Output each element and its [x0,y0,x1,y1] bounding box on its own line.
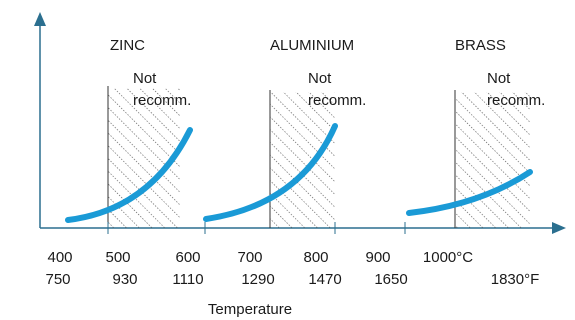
fahrenheit-tick-label: 930 [112,271,137,288]
celsius-tick-label: 900 [365,249,390,266]
note: recomm. [308,92,366,109]
celsius-tick-label: 800 [303,249,328,266]
axis-title: Temperature [208,301,292,318]
fahrenheit-tick-label: 750 [45,271,70,288]
note: recomm. [487,92,545,109]
ticks [107,222,406,234]
note: Not [487,70,511,87]
fahrenheit-tick-label: 1110 [172,271,203,288]
celsius-tick-label: 1000°C [423,249,473,266]
note: recomm. [133,92,191,109]
region-label: BRASS [455,37,506,54]
celsius-tick-label: 600 [175,249,200,266]
fahrenheit-tick-label: 1650 [374,271,407,288]
region-label: ALUMINIUM [270,37,354,54]
fahrenheit-tick-label: 1830°F [491,271,540,288]
celsius-tick-label: 700 [237,249,262,266]
fahrenheit-tick-label: 1470 [308,271,341,288]
note: Not [308,70,332,87]
region-label: ZINC [110,37,145,54]
labels: ZINC Not recomm. ALUMINIUM Not recomm. BRASS No… [45,37,545,318]
curves [65,123,533,223]
note: Not [133,70,157,87]
celsius-tick-label: 400 [47,249,72,266]
hatched-zones [107,86,530,228]
fahrenheit-tick-label: 1290 [241,271,274,288]
celsius-tick-label: 500 [105,249,130,266]
